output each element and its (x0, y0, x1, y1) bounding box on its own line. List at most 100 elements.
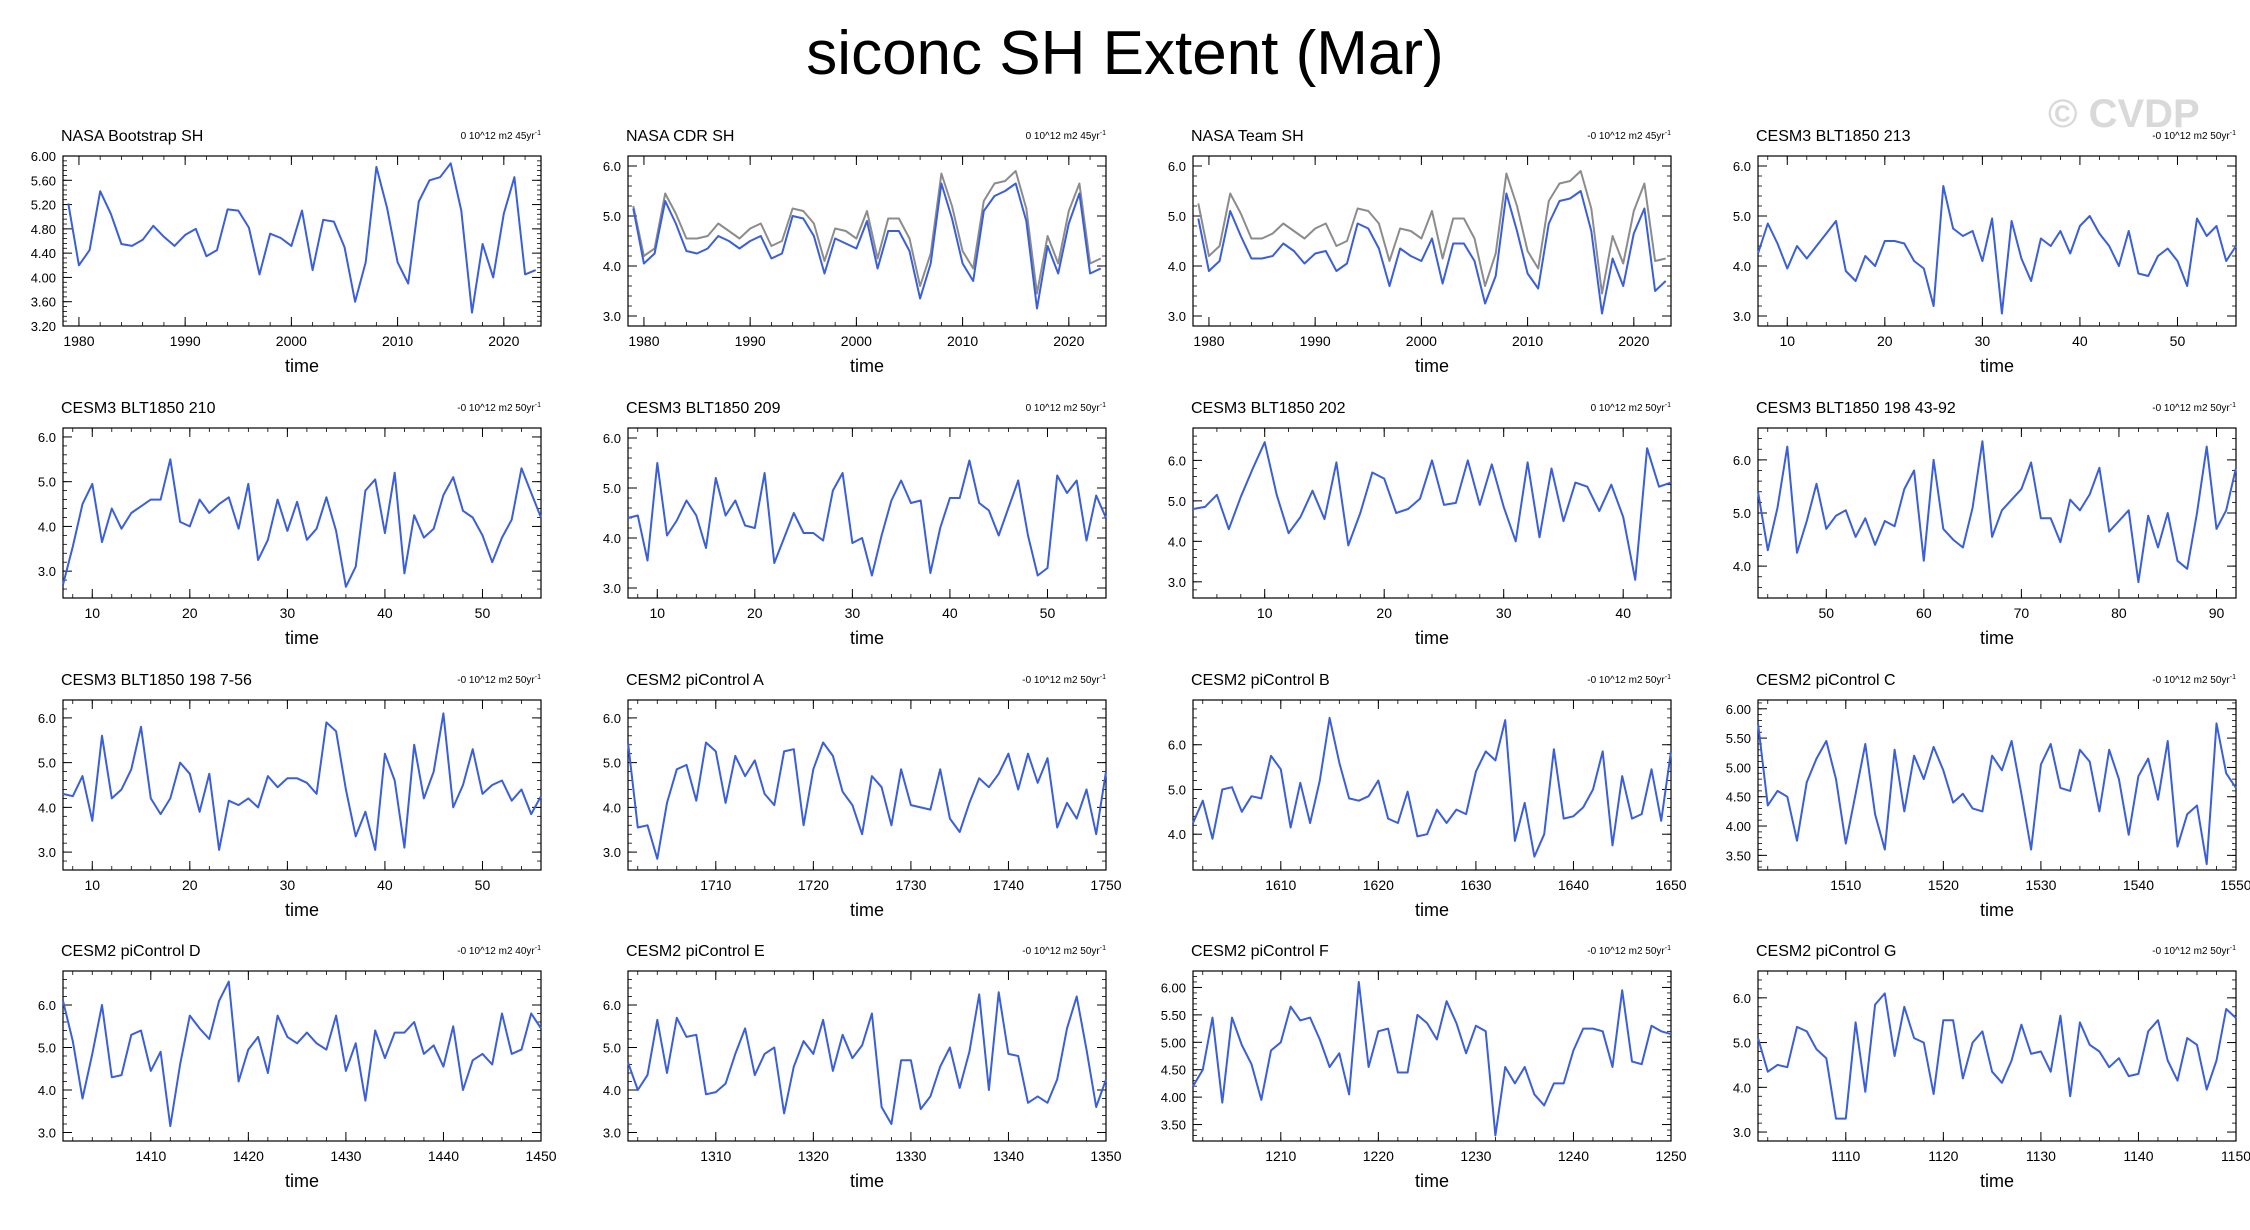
chart-title: CESM3 BLT1850 202 (1191, 400, 1346, 417)
chart-panel: NASA CDR SH 0 10^12 m2 45yr-1 1980 1990 2000… (603, 128, 1107, 376)
y-tick-label: 4.0 (1733, 259, 1751, 274)
trend-label: -0 10^12 m2 45yr-1 (1587, 130, 1671, 142)
x-tick-label: 20 (1376, 605, 1392, 621)
trend-label: -0 10^12 m2 50yr-1 (2152, 945, 2236, 957)
x-tick-label: 2020 (1618, 333, 1649, 349)
x-tick-label: 2010 (947, 333, 978, 349)
x-tick-label: 1330 (895, 1148, 926, 1164)
y-tick-label: 6.0 (1733, 991, 1751, 1006)
y-tick-label: 5.0 (38, 1041, 56, 1056)
x-tick-label: 1130 (2026, 1148, 2056, 1164)
plot-frame (627, 427, 1107, 599)
x-axis-label: time (285, 356, 319, 376)
x-tick-label: 1980 (63, 333, 94, 349)
y-tick-label: 5.0 (603, 209, 621, 224)
chart-panel: CESM2 piControl E -0 10^12 m2 50yr-1 1310 1… (603, 943, 1122, 1191)
y-tick-label: 3.0 (1168, 309, 1186, 324)
y-tick-label: 3.0 (603, 845, 621, 860)
x-axis-label: time (285, 900, 319, 920)
y-tick-label: 4.0 (38, 800, 56, 815)
x-tick-label: 1430 (330, 1148, 361, 1164)
x-tick-label: 1990 (170, 333, 201, 349)
x-tick-label: 50 (1818, 605, 1834, 621)
chart-panel: CESM2 piControl C -0 10^12 m2 50yr-1 1510 1… (1726, 672, 2250, 920)
series-line (1757, 185, 2237, 315)
x-tick-label: 1620 (1363, 877, 1394, 893)
y-tick-label: 3.20 (31, 319, 56, 334)
x-tick-label: 1450 (525, 1148, 556, 1164)
y-tick-label: 4.0 (1733, 559, 1751, 574)
plot-frame (1192, 427, 1672, 599)
x-tick-label: 1540 (2123, 877, 2154, 893)
y-tick-label: 4.00 (1161, 1090, 1186, 1105)
y-tick-label: 3.0 (38, 1126, 56, 1141)
x-tick-label: 50 (2170, 333, 2186, 349)
x-tick-label: 1530 (2025, 877, 2056, 893)
y-tick-label: 5.0 (603, 481, 621, 496)
series-line (1192, 441, 1672, 581)
x-tick-label: 30 (1496, 605, 1512, 621)
x-tick-label: 1550 (2220, 877, 2250, 893)
plot-frame (627, 699, 1107, 871)
x-tick-label: 40 (942, 605, 958, 621)
trend-label: -0 10^12 m2 50yr-1 (1022, 674, 1106, 686)
x-tick-label: 1740 (993, 877, 1024, 893)
y-tick-label: 5.0 (603, 1041, 621, 1056)
y-tick-label: 3.50 (1726, 848, 1751, 863)
plot-frame (1192, 155, 1672, 327)
y-tick-label: 3.0 (603, 1126, 621, 1141)
y-tick-label: 6.0 (603, 998, 621, 1013)
series-line (627, 459, 1107, 577)
chart-panel: CESM2 piControl D -0 10^12 m2 40yr-1 1410 1… (38, 943, 557, 1191)
x-tick-label: 1420 (233, 1148, 264, 1164)
trend-label: -0 10^12 m2 50yr-1 (2152, 674, 2236, 686)
chart-title: CESM2 piControl C (1756, 672, 1896, 689)
x-tick-label: 70 (2014, 605, 2030, 621)
x-tick-label: 2010 (1512, 333, 1543, 349)
y-tick-label: 4.00 (1726, 819, 1751, 834)
x-tick-label: 1990 (735, 333, 766, 349)
y-tick-label: 3.0 (603, 581, 621, 596)
plot-frame (1757, 427, 2237, 599)
x-axis-label: time (1980, 900, 2014, 920)
x-tick-label: 10 (84, 877, 100, 893)
chart-title: CESM2 piControl D (61, 943, 201, 960)
y-tick-label: 3.0 (1733, 309, 1751, 324)
y-tick-label: 5.50 (1161, 1008, 1186, 1023)
plot-frame (627, 155, 1107, 327)
x-tick-label: 60 (1916, 605, 1932, 621)
y-tick-label: 6.0 (38, 998, 56, 1013)
plot-frame (1192, 699, 1672, 871)
x-tick-label: 10 (649, 605, 665, 621)
x-tick-label: 1320 (798, 1148, 829, 1164)
series-line (62, 712, 542, 851)
y-tick-label: 5.0 (1168, 782, 1186, 797)
trend-label: 0 10^12 m2 45yr-1 (1026, 130, 1107, 142)
trend-label: -0 10^12 m2 50yr-1 (457, 674, 541, 686)
y-tick-label: 5.50 (1726, 731, 1751, 746)
y-tick-label: 4.0 (1168, 827, 1186, 842)
x-axis-label: time (1980, 356, 2014, 376)
x-tick-label: 50 (475, 877, 491, 893)
trend-label: -0 10^12 m2 50yr-1 (1022, 945, 1106, 957)
series-line (62, 980, 542, 1128)
x-axis-label: time (850, 356, 884, 376)
x-tick-label: 1980 (628, 333, 659, 349)
x-tick-label: 30 (845, 605, 861, 621)
y-tick-label: 4.40 (31, 246, 56, 261)
y-tick-label: 5.00 (1726, 760, 1751, 775)
x-tick-label: 1650 (1655, 877, 1686, 893)
x-axis-label: time (285, 628, 319, 648)
chart-title: CESM3 BLT1850 213 (1756, 128, 1911, 145)
chart-panel: CESM2 piControl G -0 10^12 m2 50yr-1 1110 1… (1733, 943, 2250, 1191)
x-tick-label: 2010 (382, 333, 413, 349)
y-tick-label: 4.0 (1168, 259, 1186, 274)
series-line (1757, 440, 2237, 584)
page-title: siconc SH Extent (Mar) (806, 19, 1444, 88)
x-tick-label: 30 (280, 605, 296, 621)
x-tick-label: 1720 (798, 877, 829, 893)
x-axis-label: time (1415, 356, 1449, 376)
x-tick-label: 1110 (1831, 1148, 1860, 1164)
chart-title: CESM2 piControl E (626, 943, 765, 960)
series-line (1192, 981, 1672, 1137)
